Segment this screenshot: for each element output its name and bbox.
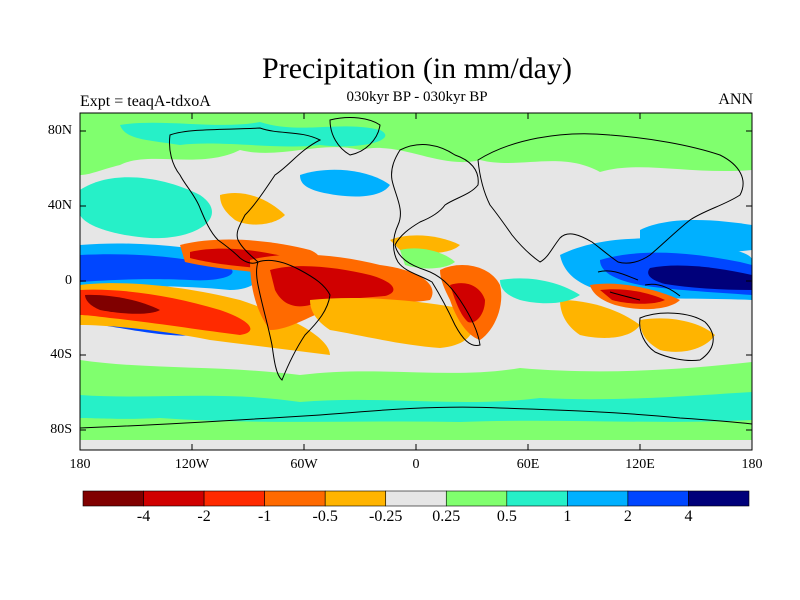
colorbar-label: -0.25: [369, 508, 403, 525]
colorbar-label: 1: [563, 508, 572, 525]
amazon-dry-core: [270, 266, 394, 307]
coast-indonesia: [597, 270, 681, 301]
colorbar-label: 2: [623, 508, 632, 525]
north-atlantic-wet: [300, 169, 390, 197]
colorbar-label: -0.5: [312, 508, 338, 525]
coast-europe-africa: [391, 144, 481, 347]
coastlines: [79, 117, 753, 429]
colorbar-swatch: [143, 490, 205, 507]
colorbar-swatch: [688, 490, 750, 507]
colorbar-swatch: [324, 490, 387, 507]
colorbar-swatch: [445, 490, 508, 507]
experiment-label: Expt = teaqA-tdxoA: [80, 93, 211, 110]
coast-antarctica: [79, 406, 753, 429]
indian-ocean-dry: [560, 300, 640, 338]
indonesia-dry-core: [600, 289, 665, 304]
axis-ticks: [79, 113, 753, 450]
lon-tick-label: 0: [412, 457, 420, 472]
colorbar-swatch: [203, 490, 265, 507]
lat-tick-label: 80S: [50, 422, 72, 437]
lat-tick-label: 40N: [47, 198, 72, 213]
lon-tick-label: 120E: [625, 457, 655, 472]
plot-title: Precipitation (in mm/day): [262, 52, 572, 85]
lat-tick-label: 80N: [47, 123, 72, 138]
coast-north-america: [169, 127, 322, 264]
colorbar-label: -4: [136, 508, 151, 525]
lon-tick-label: 180: [69, 457, 91, 472]
colorbar-swatch: [264, 490, 326, 507]
colorbar-swatch: [82, 490, 144, 507]
season-label: ANN: [718, 91, 753, 108]
colorbar-label: -2: [197, 508, 211, 525]
colorbar-swatch: [385, 490, 447, 507]
colorbar-swatch: [506, 490, 568, 507]
australia-dry: [640, 318, 715, 352]
lon-tick-label: 180: [741, 457, 763, 472]
lon-tick-label: 60E: [516, 457, 540, 472]
lat-tick-label: 40S: [50, 347, 72, 362]
lon-tick-label: 60W: [290, 457, 318, 472]
east-pacific-dry-max: [85, 294, 160, 314]
colorbar-label: -1: [257, 508, 272, 525]
plot-subtitle: 030kyr BP - 030kyr BP: [346, 89, 488, 105]
map-field: [80, 113, 752, 450]
colorbar-label: 4: [684, 508, 693, 525]
south-atlantic-dry: [310, 298, 474, 348]
west-africa-wet: [400, 248, 455, 269]
colorbar-swatch: [627, 490, 689, 507]
coast-australia: [639, 312, 714, 361]
coast-greenland: [329, 117, 381, 156]
coast-asia: [477, 133, 744, 264]
lat-tick-label: 0: [65, 273, 72, 288]
indian-ocean-wet: [500, 278, 580, 304]
africa-dry-core: [450, 283, 485, 323]
colorbar-label: 0.25: [432, 508, 461, 525]
north-pacific-wet: [80, 177, 212, 239]
southern-ocean-wet-core: [80, 392, 752, 422]
lon-tick-label: 120W: [174, 457, 210, 472]
coast-south-america: [256, 259, 331, 381]
west-pacific-max: [648, 265, 752, 290]
colorbar-label: 0.5: [496, 508, 517, 525]
colorbar-swatch: [567, 490, 629, 507]
colorbar: [82, 490, 750, 507]
north-atlantic-dry: [220, 192, 285, 225]
